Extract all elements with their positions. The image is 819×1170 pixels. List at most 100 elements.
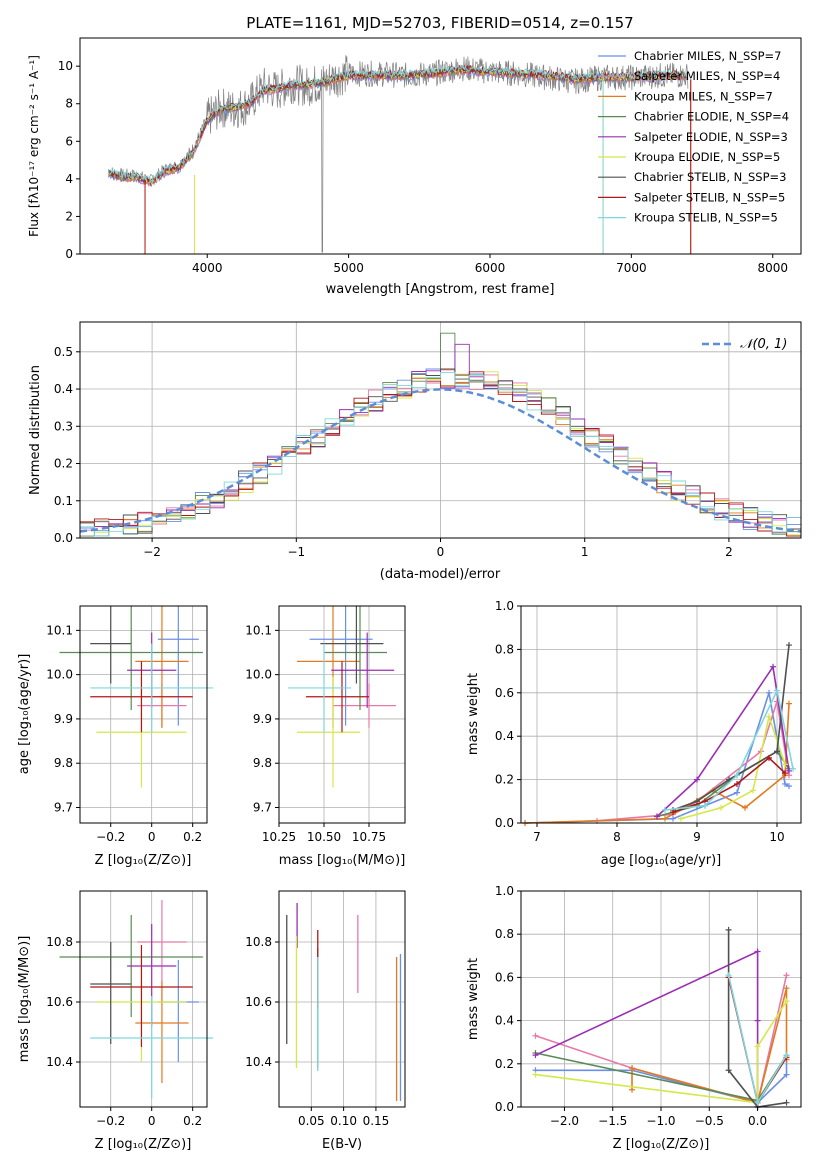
massweight-Z-marker: [532, 1052, 539, 1059]
x-tick-label: 0.2: [183, 1114, 202, 1128]
massweight-age-marker: [782, 770, 788, 777]
y-tick-label: 0.4: [495, 729, 514, 743]
massweight-age-marker: [742, 804, 748, 811]
x-tick-label: 10.75: [352, 830, 386, 844]
massweight-age-marker: [654, 813, 660, 820]
massweight-age-marker: [782, 780, 788, 787]
legend-label: Salpeter MILES, N_SSP=4: [634, 69, 780, 83]
x-tick-label: 0: [148, 1114, 156, 1128]
x-tick-label: 6000: [475, 261, 506, 275]
y-tick-label: 1.0: [495, 884, 514, 898]
spectrum-panel: 4000 5000 6000 7000 8000 0 2 4 6 8 10 wavelength […: [27, 37, 802, 297]
massweight-age-marker: [770, 663, 776, 670]
massweight-Z-marker: [532, 1071, 539, 1078]
y-tick-label: 4: [65, 172, 73, 186]
y-tick-label: 0.2: [495, 1057, 514, 1071]
massweight-Z-marker: [754, 948, 761, 955]
massweight-Z-line: [535, 1000, 788, 1104]
massweight-age-marker: [718, 804, 724, 811]
y-tick-label: 1.0: [495, 599, 514, 613]
y-tick-label: 10.6: [245, 995, 272, 1009]
massweight-Z-marker: [783, 998, 790, 1005]
x-tick-label: 8: [613, 830, 621, 844]
x-tick-label: 5000: [333, 261, 364, 275]
y-tick-label: 9.9: [253, 712, 272, 726]
massweight-age-marker: [790, 765, 796, 772]
y-tick-label: 0.0: [54, 531, 73, 545]
massweight-vs-Z-panel: −2.0 −1.5 −1.0 −0.5 0.0 0.0 0.2 0.4 0.6 0.8 1.0 Z …: [466, 884, 802, 1152]
age-vs-mass-panel: 10.25 10.50 10.75 9.7 9.8 9.9 10.0 10.1 mass [l…: [245, 605, 406, 868]
y-tick-label: 0.4: [495, 1014, 514, 1028]
spectrum-ylabel: Flux [fλ10⁻¹⁷ erg cm⁻² s⁻¹ A⁻¹]: [27, 55, 41, 237]
x-tick-label: 4000: [192, 261, 223, 275]
massweight-age-marker: [734, 772, 740, 779]
mwZ-ylabel: mass weight: [466, 958, 481, 1040]
x-tick-label: 0: [437, 545, 445, 559]
y-tick-label: 0.3: [54, 419, 73, 433]
y-tick-label: 8: [65, 97, 73, 111]
massweight-Z-marker: [725, 1067, 732, 1074]
y-tick-label: 0.0: [495, 1100, 514, 1114]
massweight-age-marker: [774, 748, 780, 755]
y-tick-label: 10.8: [245, 935, 272, 949]
massweight-vs-age-panel: 7 8 9 10 0.0 0.2 0.4 0.6 0.8 1.0 age [log₁₀(age/y…: [466, 599, 802, 868]
y-tick-label: 10.4: [245, 1055, 272, 1069]
massweight-age-marker: [786, 783, 792, 790]
massZ-xlabel: Z [log₁₀(Z/Z⊙)]: [95, 1137, 192, 1152]
age-vs-Z-panel: −0.2 0 0.2 9.7 9.8 9.9 10.0 10.1 Z [log₁₀(Z/Z⊙)…: [17, 605, 214, 868]
residuals-ylabel: Normed distribution: [28, 365, 43, 495]
massweight-Z-marker: [754, 1043, 761, 1050]
x-tick-label: −0.2: [96, 830, 125, 844]
spectrum-model-line: [107, 67, 688, 185]
y-tick-label: 10.4: [46, 1055, 73, 1069]
y-tick-label: 10.8: [46, 935, 73, 949]
massweight-age-marker: [694, 776, 700, 783]
figure-title: PLATE=1161, MJD=52703, FIBERID=0514, z=0…: [246, 14, 633, 32]
spectrum-xlabel: wavelength [Angstrom, rest frame]: [326, 282, 555, 297]
y-tick-label: 0.1: [54, 494, 73, 508]
massweight-age-marker: [786, 700, 792, 707]
massweight-age-marker: [782, 761, 788, 768]
mass-vs-ebv-panel: 0.05 0.10 0.15 10.4 10.6 10.8 E(B-V): [245, 890, 406, 1152]
massweight-Z-line: [535, 950, 759, 1107]
y-tick-label: 0.2: [495, 773, 514, 787]
x-tick-label: 0.15: [363, 1114, 390, 1128]
spectrum-model-line: [107, 65, 688, 186]
spectrum-model-line: [108, 65, 688, 187]
x-tick-label: 0: [148, 830, 156, 844]
massweight-Z-marker: [783, 1099, 790, 1106]
x-tick-label: 9: [693, 830, 701, 844]
legend-label: Salpeter STELIB, N_SSP=5: [634, 190, 785, 204]
ageMass-xlabel: mass [log₁₀(M/M⊙)]: [279, 853, 406, 868]
mwAge-xlabel: age [log₁₀(age/yr)]: [601, 853, 722, 868]
x-tick-label: −1.5: [598, 1114, 627, 1128]
y-tick-label: 9.7: [54, 801, 73, 815]
y-tick-label: 9.9: [54, 712, 73, 726]
y-tick-label: 0.6: [495, 970, 514, 984]
spectrum-model-line: [107, 68, 688, 187]
massweight-Z-marker: [783, 985, 790, 992]
massweight-Z-marker: [725, 972, 732, 979]
legend-label: Chabrier STELIB, N_SSP=3: [634, 170, 786, 184]
x-tick-label: −1.0: [646, 1114, 675, 1128]
massweight-age-marker: [678, 815, 684, 822]
spectrum-model-line: [107, 64, 688, 185]
massweight-age-marker: [774, 687, 780, 694]
x-tick-label: 7: [533, 830, 541, 844]
x-tick-label: 10: [769, 830, 784, 844]
y-tick-label: 9.7: [253, 801, 272, 815]
legend-label: Chabrier MILES, N_SSP=7: [634, 49, 781, 63]
massweight-Z-marker: [783, 1052, 790, 1059]
massweight-Z-marker: [532, 1032, 539, 1039]
legend-label: Kroupa ELODIE, N_SSP=5: [634, 150, 780, 164]
x-tick-label: 0.0: [748, 1114, 767, 1128]
y-tick-label: 0.6: [495, 686, 514, 700]
massweight-age-marker: [726, 776, 732, 783]
x-tick-label: 7000: [616, 261, 647, 275]
x-tick-label: −2.0: [550, 1114, 579, 1128]
y-tick-label: 10.0: [46, 668, 73, 682]
x-tick-label: 0.2: [183, 830, 202, 844]
y-tick-label: 0: [65, 247, 73, 261]
y-tick-label: 0.8: [495, 642, 514, 656]
massweight-age-marker: [786, 767, 792, 774]
